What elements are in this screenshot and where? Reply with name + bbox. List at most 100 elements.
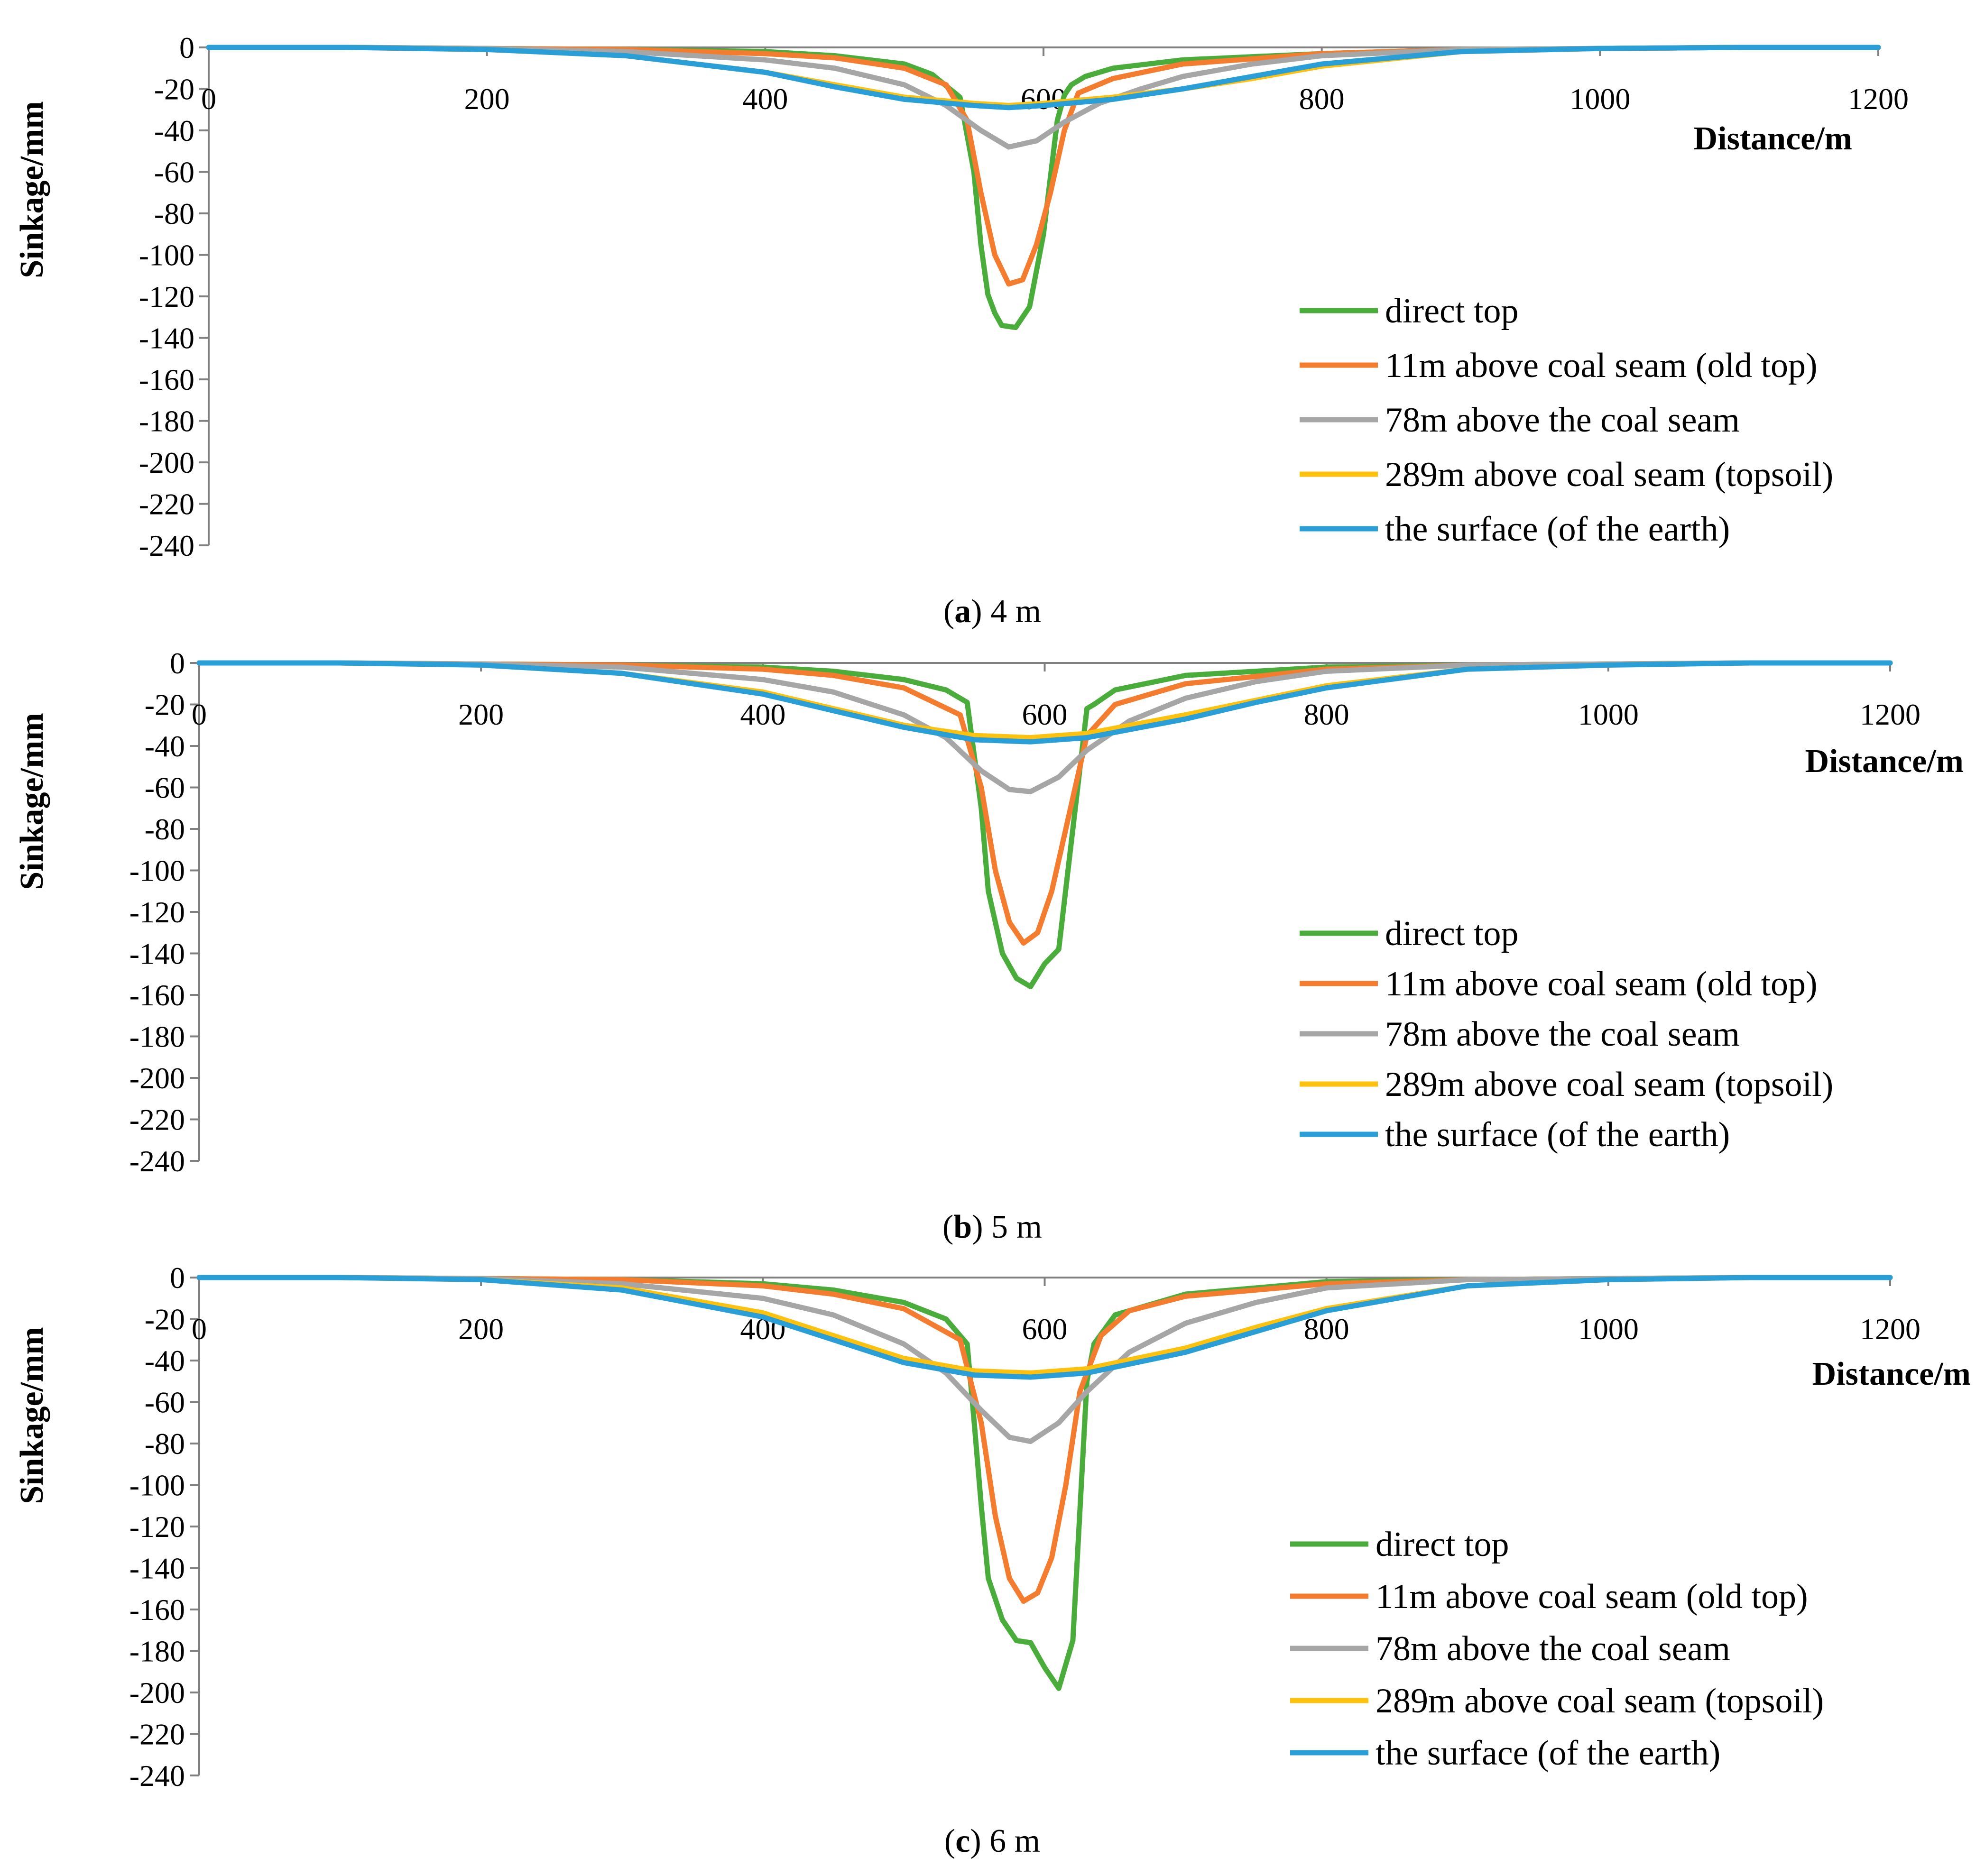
x-tick-label: 600 <box>1022 1312 1068 1346</box>
y-tick-label: -60 <box>145 1386 185 1419</box>
x-tick-label: 200 <box>458 698 504 731</box>
y-tick-label: 0 <box>170 1261 185 1295</box>
legend: direct top 11m above coal seam (old top) 7… <box>1300 914 1833 1154</box>
y-tick-label: -60 <box>145 771 185 805</box>
y-tick-label: -120 <box>139 280 194 313</box>
series-line-surface <box>206 45 1881 110</box>
x-tick-label: 0 <box>192 1312 207 1346</box>
y-tick-label: -220 <box>129 1103 185 1137</box>
y-tick-label: -40 <box>145 1344 185 1378</box>
y-tick-label: -120 <box>129 895 185 929</box>
x-tick-label: 800 <box>1304 698 1349 731</box>
panel-caption: (a) 4 m <box>943 593 1041 630</box>
x-tick-label: 1200 <box>1860 1312 1920 1346</box>
legend-label: direct top <box>1385 292 1519 331</box>
y-axis-title: Sinkage/mm <box>14 1327 50 1504</box>
y-tick-label: -20 <box>145 688 185 722</box>
y-tick-label: -140 <box>139 322 194 355</box>
y-tick-label: 0 <box>179 31 194 64</box>
caption-paren-open: ( <box>942 1209 953 1245</box>
y-tick-label: -240 <box>139 529 194 562</box>
legend-label: 11m above coal seam (old top) <box>1385 346 1818 385</box>
x-axis-title: Distance/m <box>1805 743 1964 780</box>
caption-letter: c <box>955 1823 970 1859</box>
y-tick-label: -60 <box>154 156 194 189</box>
legend-label: 78m above the coal seam <box>1385 1015 1740 1054</box>
legend-label: 11m above coal seam (old top) <box>1376 1577 1808 1616</box>
y-tick-label: -100 <box>139 239 194 272</box>
y-tick-label: -240 <box>129 1759 185 1793</box>
x-axis-title: Distance/m <box>1812 1356 1971 1392</box>
y-tick-label: -160 <box>129 978 185 1012</box>
x-tick-label: 400 <box>740 698 785 731</box>
chart-panel-b: 0-20-40-60-80-100-120-140-160-180-200-22… <box>14 646 1964 1245</box>
y-tick-label: -140 <box>129 1552 185 1585</box>
legend-label: 289m above coal seam (topsoil) <box>1385 1065 1833 1104</box>
series-line-surface <box>196 1275 1893 1380</box>
x-tick-label: 400 <box>742 82 788 116</box>
y-tick-label: -140 <box>129 937 185 971</box>
x-tick-label: 200 <box>464 82 510 116</box>
series-line-seam78 <box>196 660 1893 794</box>
x-tick-label: 0 <box>201 82 216 116</box>
series-line-seam78 <box>196 1275 1893 1444</box>
x-tick-label: 600 <box>1022 698 1068 731</box>
caption-text: 5 m <box>991 1209 1042 1245</box>
legend-label: 289m above coal seam (topsoil) <box>1385 455 1833 494</box>
x-tick-label: 1000 <box>1578 698 1639 731</box>
caption-paren-close: ) <box>972 1209 991 1245</box>
panel-caption: (b) 5 m <box>942 1209 1042 1245</box>
x-tick-label: 0 <box>192 698 207 731</box>
legend-label: the surface (of the earth) <box>1385 510 1730 549</box>
x-axis-title: Distance/m <box>1694 120 1852 157</box>
y-axis-title: Sinkage/mm <box>14 101 50 278</box>
y-tick-label: -120 <box>129 1510 185 1544</box>
x-tick-label: 1200 <box>1860 698 1920 731</box>
legend-label: direct top <box>1385 914 1519 953</box>
legend-label: direct top <box>1376 1525 1509 1564</box>
series-line-old-top <box>196 1275 1893 1604</box>
panel-caption: (c) 6 m <box>944 1823 1040 1859</box>
legend-label: the surface (of the earth) <box>1385 1115 1730 1154</box>
y-tick-label: -80 <box>154 197 194 230</box>
y-tick-label: -160 <box>139 363 194 396</box>
series-line-seam78 <box>206 45 1881 150</box>
y-tick-label: -100 <box>129 1469 185 1502</box>
y-tick-label: -200 <box>139 446 194 479</box>
x-tick-label: 800 <box>1299 82 1345 116</box>
y-tick-label: -220 <box>129 1718 185 1751</box>
x-tick-label: 1200 <box>1848 82 1909 116</box>
legend-label: the surface (of the earth) <box>1376 1734 1720 1773</box>
y-tick-label: -200 <box>129 1676 185 1710</box>
y-tick-label: -100 <box>129 854 185 888</box>
y-axis-title: Sinkage/mm <box>14 713 50 890</box>
caption-letter: a <box>954 593 971 630</box>
y-tick-label: -200 <box>129 1061 185 1095</box>
y-tick-label: -80 <box>145 812 185 846</box>
y-tick-label: -80 <box>145 1427 185 1461</box>
y-tick-label: 0 <box>170 646 185 680</box>
x-tick-label: 1000 <box>1578 1312 1639 1346</box>
legend: direct top 11m above coal seam (old top) 7… <box>1300 292 1833 549</box>
chart-panel-c: 0-20-40-60-80-100-120-140-160-180-200-22… <box>14 1261 1971 1859</box>
caption-text: 4 m <box>990 593 1041 630</box>
caption-letter: b <box>953 1209 972 1245</box>
legend-label: 289m above coal seam (topsoil) <box>1376 1682 1824 1720</box>
y-tick-label: -180 <box>139 405 194 438</box>
caption-paren-close: ) <box>971 593 990 630</box>
legend-label: 78m above the coal seam <box>1376 1629 1730 1668</box>
y-tick-label: -20 <box>145 1303 185 1336</box>
legend: direct top 11m above coal seam (old top) 7… <box>1290 1525 1824 1773</box>
y-tick-label: -160 <box>129 1593 185 1627</box>
x-tick-label: 200 <box>458 1312 504 1346</box>
y-tick-label: -180 <box>129 1020 185 1054</box>
y-tick-label: -220 <box>139 487 194 521</box>
legend-label: 78m above the coal seam <box>1385 401 1740 440</box>
y-tick-label: -20 <box>154 73 194 106</box>
caption-paren-open: ( <box>943 593 954 630</box>
y-tick-label: -180 <box>129 1635 185 1668</box>
y-tick-label: -40 <box>154 114 194 147</box>
y-tick-label: -40 <box>145 729 185 763</box>
chart-panel-a: 0-20-40-60-80-100-120-140-160-180-200-22… <box>14 31 1909 630</box>
